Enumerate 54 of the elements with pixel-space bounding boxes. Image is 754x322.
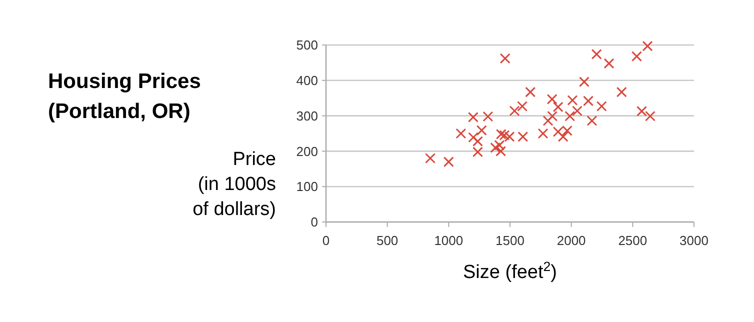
point xyxy=(490,142,501,153)
point xyxy=(538,128,548,139)
y-tick-label: 0 xyxy=(310,214,318,230)
point xyxy=(547,110,558,122)
y-tick-label: 200 xyxy=(296,144,318,159)
point xyxy=(482,111,494,122)
point xyxy=(591,48,602,60)
point xyxy=(636,106,647,116)
point xyxy=(499,130,510,141)
x-tick-label: 2500 xyxy=(618,233,648,248)
y-tick-label: 400 xyxy=(296,72,318,88)
point xyxy=(596,100,607,112)
point xyxy=(494,140,505,150)
point xyxy=(586,116,598,126)
point xyxy=(546,94,558,104)
point xyxy=(500,53,510,64)
x-tick-label: 0 xyxy=(322,233,330,248)
point xyxy=(496,146,506,156)
point xyxy=(578,76,590,88)
point xyxy=(472,146,483,158)
point xyxy=(564,110,576,122)
y-tick-label: 300 xyxy=(296,108,318,124)
x-axis-title: Size (feet$^{2}$) xyxy=(463,258,557,283)
point xyxy=(517,100,528,112)
y-tick-label: 100 xyxy=(296,179,318,194)
x-tick-label: 1000 xyxy=(434,233,464,248)
point xyxy=(518,131,528,142)
point xyxy=(604,58,614,69)
point xyxy=(456,128,466,139)
x-tick-label: 3000 xyxy=(680,233,708,248)
y-tick-label: 500 xyxy=(296,38,318,53)
point xyxy=(572,106,582,116)
point xyxy=(552,102,564,112)
x-tick-label: 500 xyxy=(376,233,398,248)
point xyxy=(583,96,594,106)
point xyxy=(558,131,568,142)
point xyxy=(616,86,627,98)
point xyxy=(631,51,642,62)
point xyxy=(443,156,454,168)
point xyxy=(468,112,478,122)
text: Housing Prices (Portland, OR) xyxy=(48,70,201,123)
point xyxy=(644,110,656,122)
point xyxy=(509,106,520,116)
point xyxy=(468,132,479,143)
y-axis-title: Price (in 1000s of dollars) xyxy=(192,149,276,220)
x-tick-label: 2000 xyxy=(556,233,586,248)
point xyxy=(476,125,487,136)
point xyxy=(642,40,653,52)
point xyxy=(567,94,578,106)
x-tick-label: 1500 xyxy=(496,233,524,248)
point xyxy=(542,116,554,126)
point xyxy=(425,153,436,164)
point xyxy=(525,86,536,98)
point xyxy=(472,136,483,147)
